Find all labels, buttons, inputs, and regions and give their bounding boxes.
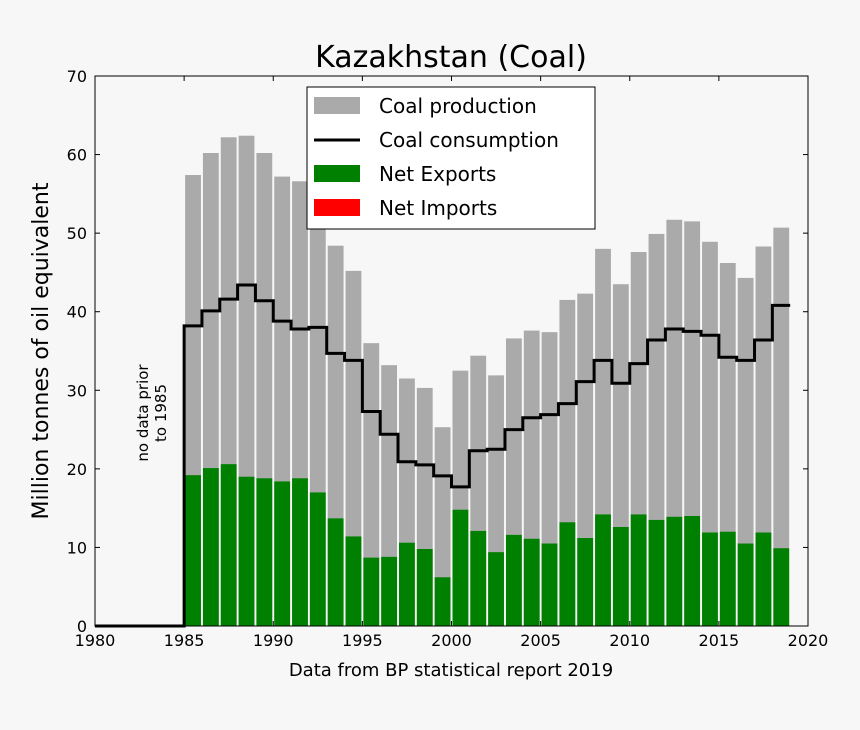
x-tick-label-1995: 1995 <box>342 631 383 650</box>
exports-bar-1994 <box>345 536 362 626</box>
exports-bar-2013 <box>684 516 701 626</box>
exports-bar-2010 <box>630 514 647 626</box>
y-tick-label-40: 40 <box>67 303 87 322</box>
x-tick-label-2005: 2005 <box>520 631 561 650</box>
exports-bar-2009 <box>612 527 629 626</box>
production-bar-2018 <box>773 227 790 626</box>
exports-bar-2004 <box>523 538 540 626</box>
exports-bar-1998 <box>416 549 433 626</box>
y-tick-label-60: 60 <box>67 146 87 165</box>
exports-bar-2007 <box>577 538 594 626</box>
exports-bar-2018 <box>773 548 790 626</box>
y-axis-title: Million tonnes of oil equivalent <box>29 182 54 519</box>
exports-bar-2012 <box>666 516 683 626</box>
x-tick-label-1990: 1990 <box>253 631 294 650</box>
x-axis: 1980 1985 1990 1995 2000 2005 2010 2015 2020 <box>75 76 829 650</box>
exports-bar-1992 <box>309 492 326 626</box>
exports-bar-2017 <box>755 532 772 626</box>
y-tick-label-20: 20 <box>67 460 87 479</box>
exports-bar-2003 <box>505 534 522 626</box>
x-tick-label-1985: 1985 <box>164 631 205 650</box>
exports-bar-2008 <box>595 514 611 626</box>
no-data-annotation: no data prior to 1985 <box>134 364 170 462</box>
exports-bar-1993 <box>327 518 344 626</box>
exports-bar-1995 <box>363 557 380 626</box>
exports-bar-1990 <box>274 481 291 626</box>
exports-bar-1996 <box>381 556 398 626</box>
x-tick-label-2000: 2000 <box>431 631 472 650</box>
legend: Coal production Coal consumption Net Exp… <box>306 86 596 230</box>
y-tick-label-30: 30 <box>67 381 87 400</box>
production-bar-2016 <box>737 277 754 626</box>
legend-label-consumption: Coal consumption <box>379 128 559 152</box>
exports-bar-1986 <box>202 468 219 626</box>
exports-bar-2006 <box>559 522 576 626</box>
exports-bar-2001 <box>470 530 487 626</box>
consumption-line <box>95 283 791 628</box>
exports-bar-2005 <box>541 543 558 626</box>
y-tick-label-10: 10 <box>67 538 87 557</box>
production-bar-1995 <box>363 343 380 626</box>
x-axis-title: Data from BP statistical report 2019 <box>289 660 613 681</box>
exports-bar-1988 <box>238 476 255 626</box>
x-tick-label-1980: 1980 <box>75 631 116 650</box>
chart-title: Kazakhstan (Coal) <box>315 40 587 75</box>
x-tick-label-2015: 2015 <box>699 631 740 650</box>
net-exports-bars <box>185 464 790 626</box>
exports-bar-2011 <box>648 519 665 626</box>
x-tick-label-2010: 2010 <box>609 631 650 650</box>
y-tick-label-70: 70 <box>67 67 87 86</box>
exports-bar-1999 <box>434 577 451 626</box>
production-bar-2014 <box>702 241 718 627</box>
exports-bar-2015 <box>719 531 736 626</box>
exports-bar-1985 <box>185 475 201 626</box>
exports-bar-1991 <box>292 478 308 626</box>
exports-bar-2014 <box>702 532 718 626</box>
y-tick-label-0: 0 <box>77 617 87 636</box>
legend-label-production: Coal production <box>379 94 537 118</box>
legend-label-exports: Net Exports <box>379 162 496 186</box>
legend-swatch-production <box>314 97 360 114</box>
legend-label-imports: Net Imports <box>379 196 497 220</box>
legend-swatch-imports <box>314 199 360 216</box>
y-axis: 0 10 20 30 40 50 60 70 <box>67 67 808 636</box>
exports-bar-2016 <box>737 543 754 626</box>
exports-bar-1997 <box>399 542 415 626</box>
exports-bar-1987 <box>220 464 237 626</box>
exports-bar-2000 <box>452 509 469 626</box>
exports-bar-1989 <box>256 478 273 626</box>
exports-bar-2002 <box>488 552 504 626</box>
x-tick-label-2020: 2020 <box>788 631 829 650</box>
annotation-line-1: no data prior <box>134 364 152 462</box>
annotation-line-2: to 1985 <box>152 384 170 442</box>
y-tick-label-50: 50 <box>67 224 87 243</box>
legend-swatch-exports <box>314 165 360 182</box>
